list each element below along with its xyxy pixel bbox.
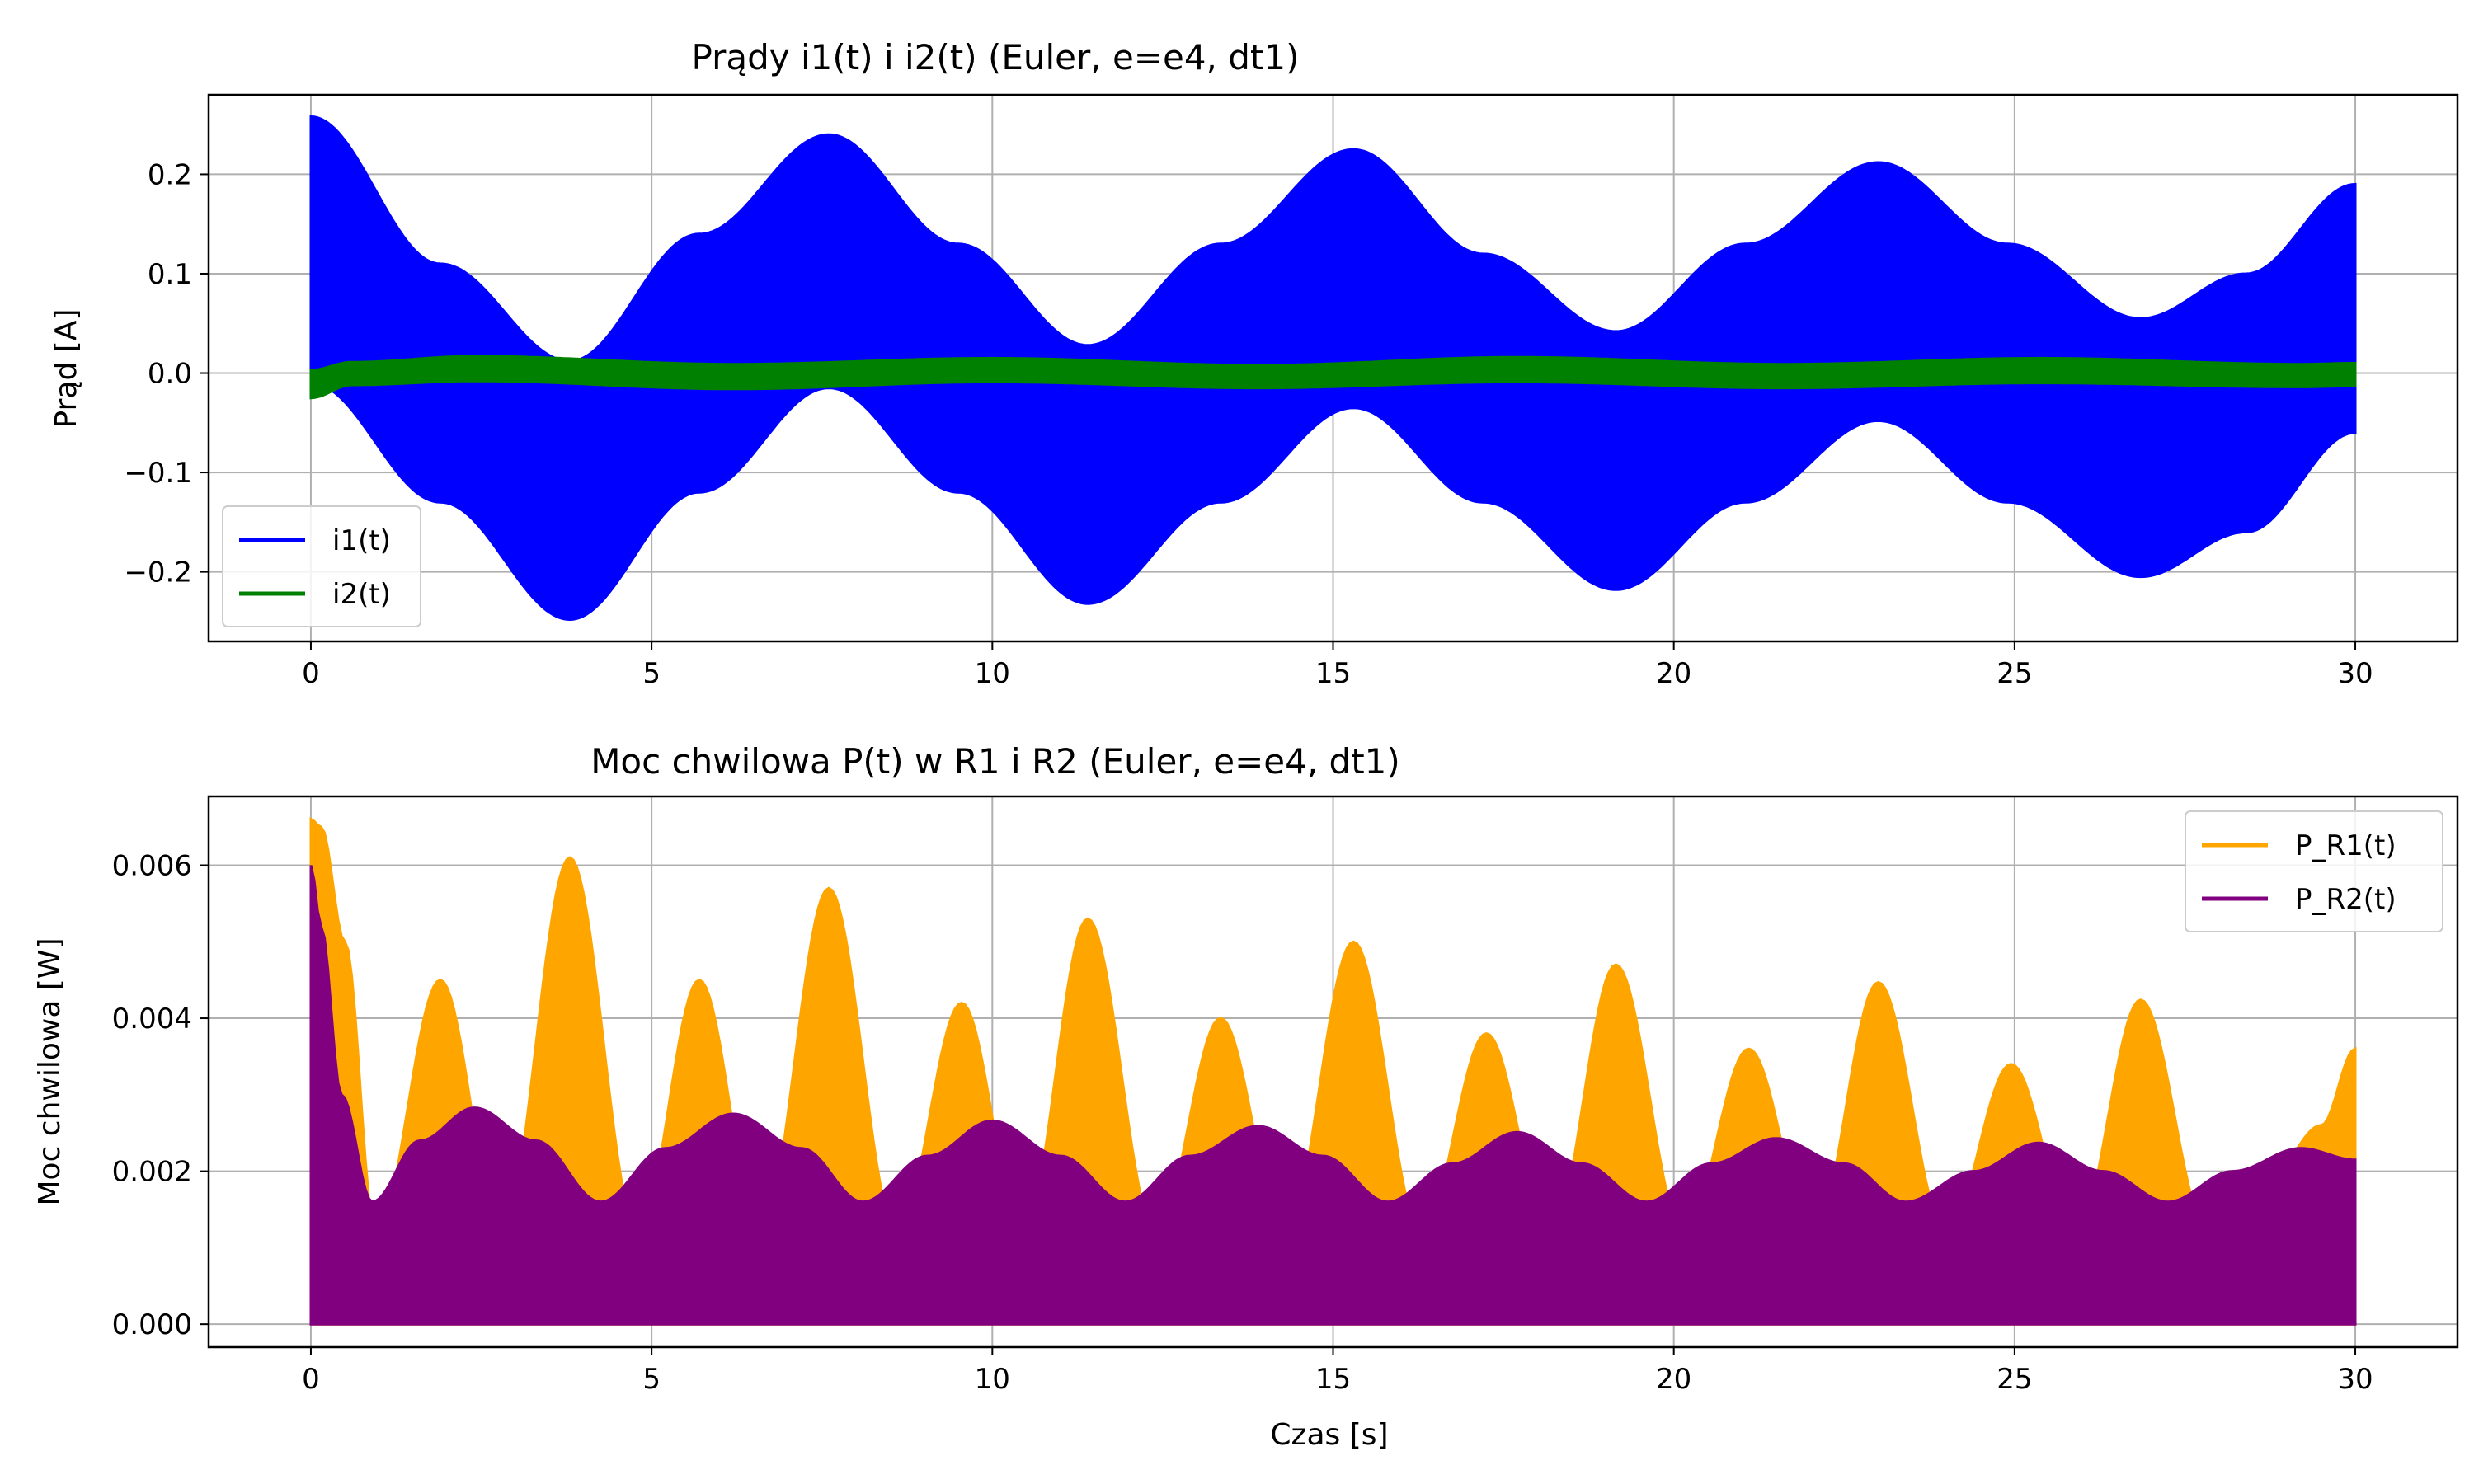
currents-legend-box <box>222 505 421 627</box>
x-tick-label: 15 <box>1315 1363 1351 1396</box>
currents-y-ticks: −0.2 −0.1 0.0 0.1 0.2 <box>124 158 209 589</box>
chart-power: Moc chwilowa P(t) w R1 i R2 (Euler, e=e4… <box>33 741 2459 1452</box>
x-tick-label: 25 <box>1997 657 2032 690</box>
y-tick-label: 0.006 <box>112 850 192 883</box>
series-p-r2-t <box>309 865 2357 1326</box>
y-tick-label: 0.002 <box>112 1156 192 1189</box>
power-x-axis-label: Czas [s] <box>1270 1418 1388 1452</box>
power-chart-title: Moc chwilowa P(t) w R1 i R2 (Euler, e=e4… <box>590 741 1400 782</box>
x-tick-label: 15 <box>1315 657 1351 690</box>
legend-label-p-r2: P_R2(t) <box>2295 883 2396 916</box>
series-i2-t <box>309 355 2357 400</box>
currents-legend: i1(t) i2(t) <box>222 505 421 627</box>
currents-y-axis-label: Prąd [A] <box>49 309 83 429</box>
y-tick-label: 0.1 <box>148 258 192 291</box>
x-tick-label: 5 <box>642 1363 661 1396</box>
x-tick-label: 20 <box>1656 1363 1691 1396</box>
y-tick-label: 0.000 <box>112 1308 192 1341</box>
legend-label-p-r1: P_R1(t) <box>2295 829 2396 862</box>
power-y-axis-label: Moc chwilowa [W] <box>33 937 67 1205</box>
y-tick-label: 0.0 <box>148 358 192 391</box>
power-y-ticks: 0.000 0.002 0.004 0.006 <box>112 850 209 1341</box>
x-tick-label: 30 <box>2337 1363 2373 1396</box>
y-tick-label: 0.2 <box>148 158 192 191</box>
legend-label-i2: i2(t) <box>332 578 391 611</box>
currents-x-ticks: 0 5 10 15 20 25 30 <box>302 641 2373 690</box>
x-tick-label: 20 <box>1656 657 1691 690</box>
chart-currents: Prądy i1(t) i i2(t) (Euler, e=e4, dt1) 0… <box>49 37 2459 690</box>
power-series <box>309 817 2357 1326</box>
x-tick-label: 10 <box>975 657 1010 690</box>
x-tick-label: 25 <box>1997 1363 2032 1396</box>
x-tick-label: 5 <box>642 657 661 690</box>
power-legend-box <box>2185 810 2443 932</box>
y-tick-label: −0.2 <box>124 556 192 589</box>
power-x-ticks: 0 5 10 15 20 25 30 <box>302 1347 2373 1396</box>
power-legend: P_R1(t) P_R2(t) <box>2185 810 2443 932</box>
y-tick-label: 0.004 <box>112 1003 192 1036</box>
x-tick-label: 0 <box>302 657 320 690</box>
x-tick-label: 10 <box>975 1363 1010 1396</box>
legend-label-i1: i1(t) <box>332 524 391 557</box>
x-tick-label: 30 <box>2337 657 2373 690</box>
x-tick-label: 0 <box>302 1363 320 1396</box>
y-tick-label: −0.1 <box>124 457 192 490</box>
currents-series <box>309 115 2357 622</box>
currents-chart-title: Prądy i1(t) i i2(t) (Euler, e=e4, dt1) <box>692 37 1300 77</box>
